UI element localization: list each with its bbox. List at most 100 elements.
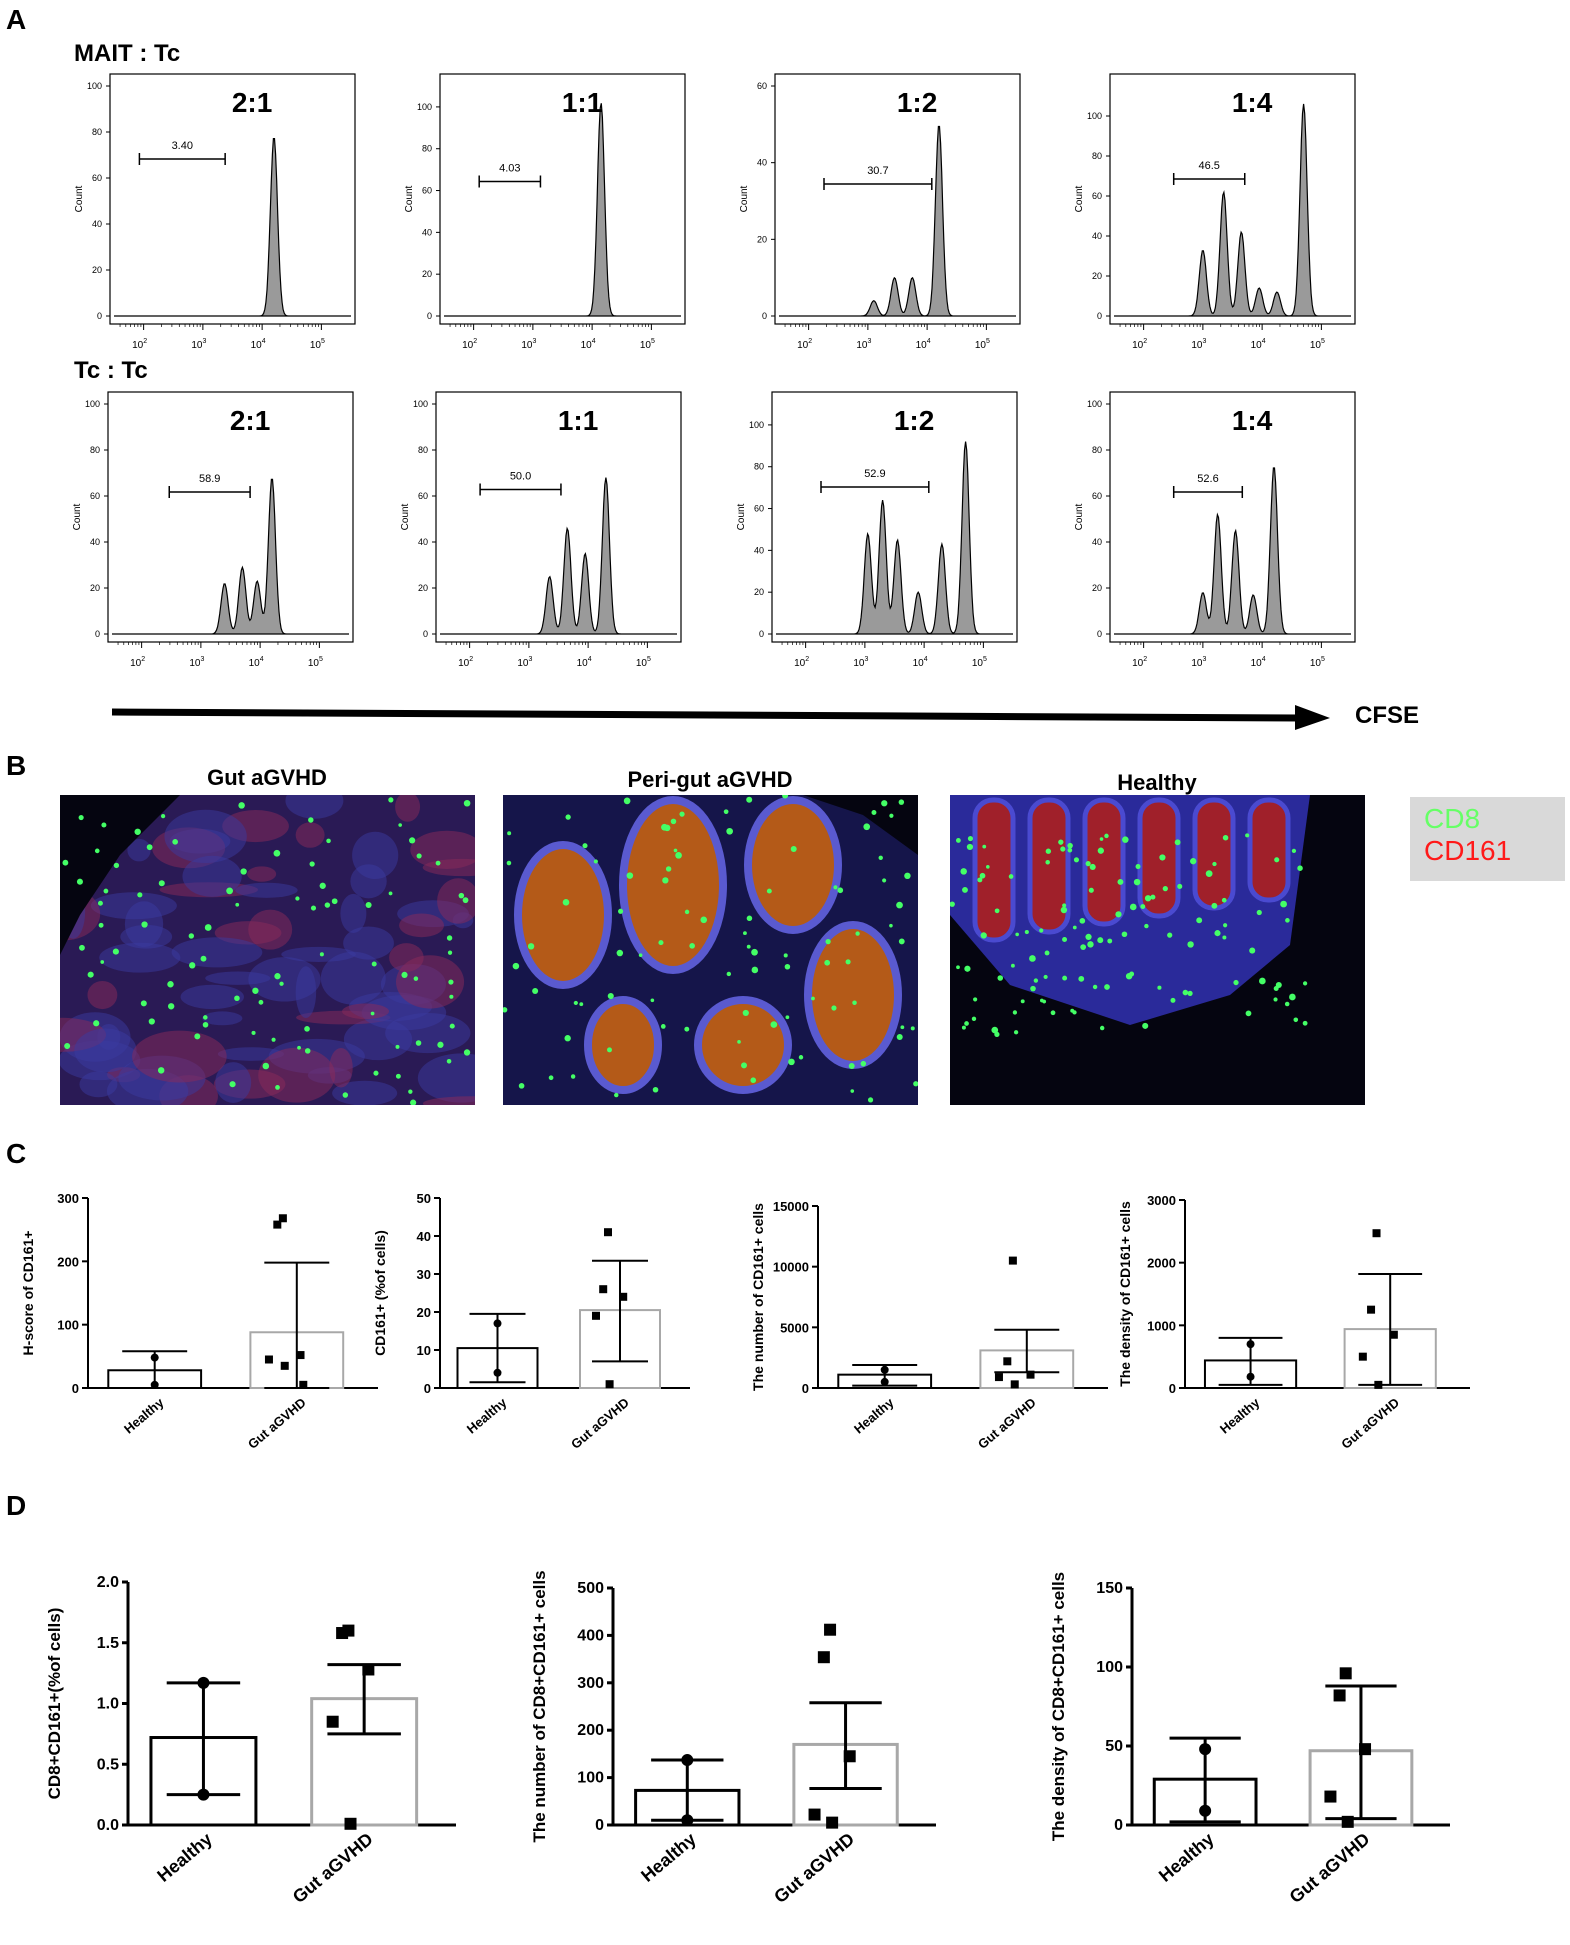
y-tick-label: 0.0 (97, 1817, 119, 1834)
cd8-cell (1050, 1010, 1056, 1016)
cd8-cell (950, 901, 955, 907)
cd8-cell (726, 827, 733, 835)
gate-value: 46.5 (1199, 160, 1220, 172)
cd8-cell (79, 944, 85, 951)
cd8-cell (788, 1058, 795, 1066)
cd8-cell (1078, 975, 1085, 982)
y-tick-label: 40 (90, 537, 100, 547)
cd8-cell (1060, 906, 1068, 914)
y-tick-label: 100 (577, 1770, 604, 1787)
data-point-gut-agvhd (592, 1311, 600, 1320)
cd8-cell (1289, 993, 1296, 1001)
y-tick-label: 20 (1092, 583, 1102, 593)
y-tick-label: 80 (418, 445, 428, 455)
cd8-cell (437, 1041, 444, 1048)
cd8-cell (548, 1075, 554, 1081)
cd8-cell (562, 898, 570, 906)
cd8-cell (770, 1021, 778, 1028)
y-tick-label: 0 (595, 1817, 604, 1834)
y-tick-label: 80 (754, 462, 764, 472)
category-label: Healthy (464, 1394, 510, 1436)
cd8-cell (1245, 1010, 1252, 1017)
micrograph-healthy (950, 795, 1365, 1105)
cd8-cell (507, 831, 512, 836)
cd8-cell (1072, 925, 1077, 930)
cd8-cell (1157, 985, 1162, 990)
cd8-cell (784, 964, 791, 970)
ratio-label: 1:4 (1232, 405, 1273, 436)
cd8-cell (518, 1083, 525, 1089)
cd8-cell (279, 981, 284, 986)
cd8-cell (837, 887, 844, 894)
cd8-cell (388, 797, 394, 803)
y-axis-label: Count (404, 185, 415, 212)
cd8-cell (991, 1026, 999, 1034)
cd8-cell (1045, 848, 1052, 854)
cd8-cell (435, 860, 441, 866)
cd8-cell (614, 1092, 619, 1098)
crypt (514, 841, 612, 989)
cd8-cell (1182, 989, 1189, 996)
cd8-cell (1140, 904, 1146, 909)
data-point-gut-agvhd (1008, 1256, 1017, 1265)
cd8-cell (652, 1086, 659, 1093)
cd8-cell (737, 1040, 741, 1044)
cd8-cell (1030, 985, 1036, 992)
cd8-cell (910, 1026, 915, 1031)
data-point-healthy (150, 1380, 159, 1389)
cd8-cell (202, 1021, 209, 1028)
cd8-cell (200, 955, 207, 962)
cd8-cell (573, 1000, 578, 1006)
cd8-cell (410, 1099, 417, 1105)
cd8-cell (1159, 854, 1166, 861)
cd8-cell (994, 908, 1000, 914)
cd8-cell (650, 998, 655, 1003)
cd8-cell (684, 1026, 690, 1032)
cd8-cell (167, 1003, 175, 1010)
cd8-cell (582, 843, 588, 849)
y-tick-label: 1.5 (97, 1635, 119, 1652)
row-label-mait-tc: MAIT : Tc (74, 40, 181, 67)
ratio-label: 1:4 (1232, 87, 1273, 118)
tissue-region (74, 1028, 137, 1073)
histogram-curve (779, 125, 1016, 317)
cd8-cell (607, 1047, 612, 1053)
cd8-cell (448, 979, 454, 985)
crypt (694, 996, 792, 1094)
tissue-region (332, 1080, 398, 1105)
cd8-cell (986, 865, 990, 869)
cd8-cell (137, 892, 143, 898)
data-point-gut-agvhd (1367, 1305, 1376, 1314)
cd8-cell (158, 880, 165, 887)
tissue-region (340, 893, 367, 933)
tissue-region (182, 855, 242, 897)
cd8-cell (1135, 864, 1141, 870)
cd8-cell (638, 953, 643, 957)
cd8-cell (1097, 937, 1104, 944)
cd8-cell (310, 905, 317, 911)
y-tick-label: 20 (754, 587, 764, 597)
y-axis-label: Count (400, 503, 411, 530)
cd8-cell (1033, 978, 1039, 983)
tissue-region (320, 951, 386, 1005)
y-axis-label: The density of CD161+ cells (1117, 1201, 1133, 1387)
cd8-cell (956, 965, 960, 970)
y-tick-label: 2.0 (97, 1574, 119, 1591)
row-label-tc-tc: Tc : Tc (74, 357, 148, 384)
cd8-cell (1039, 928, 1044, 933)
cd8-cell (1085, 861, 1091, 867)
data-point-gut-agvhd (1359, 1743, 1372, 1756)
cd8-cell (855, 931, 860, 936)
bar-chart-6: 0 100 200 300 400 500 The number of CD8+CD161+… (530, 1570, 936, 1907)
cd8-cell (1150, 894, 1156, 900)
bar-chart-2: 0 10 20 30 40 50 CD161+ (%of cells) Healthy Gut … (372, 1191, 690, 1452)
y-axis-label: Count (736, 503, 747, 530)
cd8-cell (449, 1023, 455, 1029)
cd8-cell (964, 965, 971, 972)
cd8-cell (751, 966, 759, 974)
y-tick-label: 100 (85, 399, 100, 409)
cfse-arrow (111, 705, 1330, 730)
y-tick-label: 0 (427, 311, 432, 321)
data-point-healthy (197, 1788, 210, 1801)
cd8-cell (1167, 932, 1173, 938)
